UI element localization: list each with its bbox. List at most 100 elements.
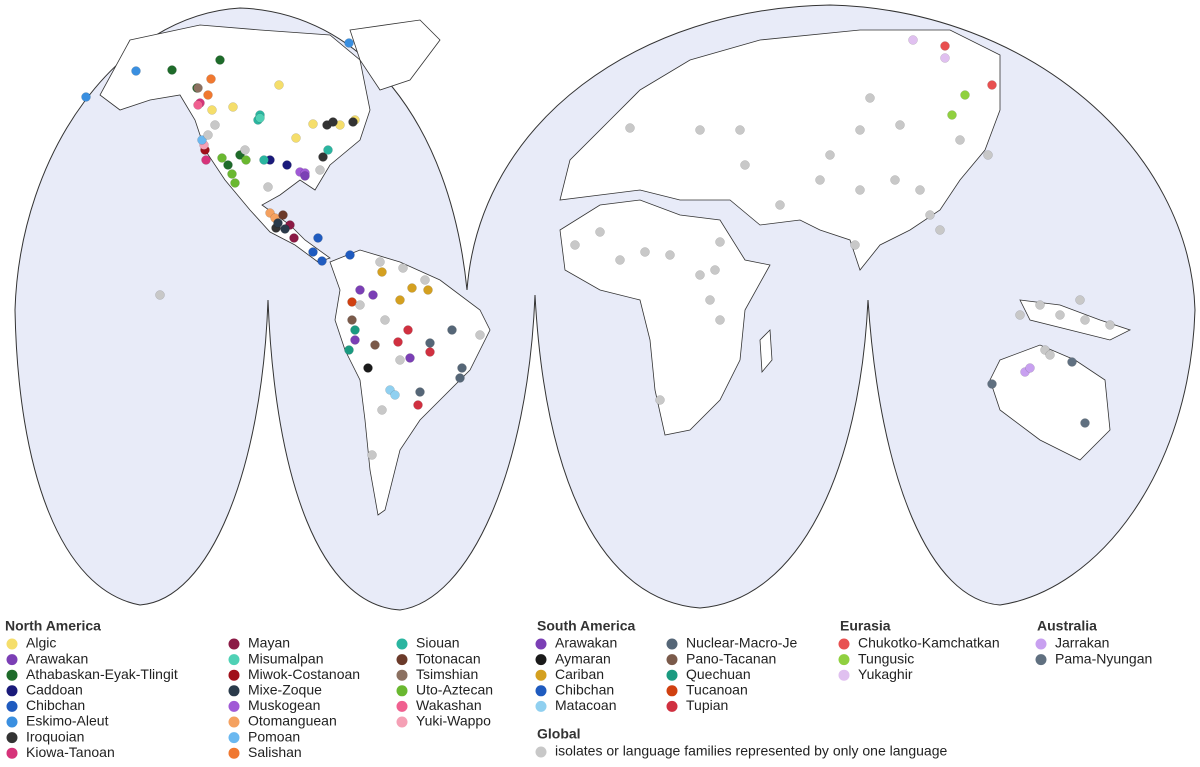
language-point <box>1025 363 1035 373</box>
legend-label: Kiowa-Tanoan <box>26 744 115 760</box>
language-point <box>735 125 745 135</box>
language-point <box>570 240 580 250</box>
language-point <box>655 395 665 405</box>
language-point <box>855 185 865 195</box>
legend-swatch <box>6 747 18 759</box>
language-point <box>987 80 997 90</box>
legend-label: Iroquoian <box>26 728 84 744</box>
language-point <box>203 130 213 140</box>
legend-swatch <box>396 685 408 697</box>
language-point <box>1067 357 1077 367</box>
language-point <box>210 120 220 130</box>
legend-swatch <box>535 638 547 650</box>
language-point <box>207 105 217 115</box>
legend-label: Nuclear-Macro-Je <box>686 635 797 651</box>
language-point <box>227 169 237 179</box>
legend-label: Yukaghir <box>858 666 913 682</box>
language-point <box>273 218 283 228</box>
legend-heading: South America <box>537 618 635 634</box>
legend-label: Wakashan <box>416 697 482 713</box>
language-point <box>1045 350 1055 360</box>
legend-swatch <box>666 654 678 666</box>
language-point <box>348 117 358 127</box>
legend-swatch <box>838 654 850 666</box>
language-point <box>895 120 905 130</box>
legend-swatch <box>396 638 408 650</box>
language-point <box>987 379 997 389</box>
language-point <box>815 175 825 185</box>
legend-label: isolates or language families represente… <box>555 743 947 759</box>
legend-swatch <box>228 669 240 681</box>
language-point <box>240 145 250 155</box>
language-point <box>665 250 675 260</box>
language-point <box>347 297 357 307</box>
language-point <box>865 93 875 103</box>
language-point <box>308 247 318 257</box>
legend: North AmericaAlgicArawakanAthabaskan-Eya… <box>5 618 1152 760</box>
legend-swatch <box>6 700 18 712</box>
legend-swatch <box>6 669 18 681</box>
language-point <box>705 295 715 305</box>
language-point <box>217 153 227 163</box>
language-point <box>323 145 333 155</box>
language-point <box>155 290 165 300</box>
language-point <box>407 283 417 293</box>
legend-swatch <box>1035 638 1047 650</box>
language-point <box>890 175 900 185</box>
legend-label: Mixe-Zoque <box>248 682 322 698</box>
legend-swatch <box>535 700 547 712</box>
legend-swatch <box>396 669 408 681</box>
language-point <box>241 155 251 165</box>
legend-swatch <box>396 700 408 712</box>
legend-label: Pano-Tacanan <box>686 650 776 666</box>
language-point <box>475 330 485 340</box>
legend-swatch <box>228 716 240 728</box>
language-point <box>625 123 635 133</box>
language-point <box>1080 418 1090 428</box>
language-point <box>1055 310 1065 320</box>
legend-label: Pama-Nyungan <box>1055 650 1152 666</box>
language-point <box>282 160 292 170</box>
language-point <box>415 387 425 397</box>
language-point <box>228 102 238 112</box>
language-point <box>193 83 203 93</box>
legend-label: Eskimo-Aleut <box>26 713 109 729</box>
legend-swatch <box>535 654 547 666</box>
legend-label: Chibchan <box>26 697 85 713</box>
legend-label: Muskogean <box>248 697 320 713</box>
language-point <box>350 335 360 345</box>
language-point <box>1105 320 1115 330</box>
language-point <box>223 160 233 170</box>
language-point <box>695 270 705 280</box>
language-point <box>274 80 284 90</box>
language-point <box>413 400 423 410</box>
language-point <box>197 135 207 145</box>
language-point <box>403 325 413 335</box>
legend-label: Arawakan <box>26 650 88 666</box>
language-point <box>350 325 360 335</box>
legend-label: Pomoan <box>248 728 300 744</box>
legend-heading: Global <box>537 726 581 742</box>
language-point <box>915 185 925 195</box>
legend-swatch <box>535 746 547 758</box>
language-point <box>291 133 301 143</box>
legend-label: Aymaran <box>555 650 611 666</box>
language-point <box>425 338 435 348</box>
legend-swatch <box>1035 654 1047 666</box>
language-point <box>318 152 328 162</box>
language-point <box>380 315 390 325</box>
language-point <box>595 227 605 237</box>
legend-heading: Australia <box>1037 618 1097 634</box>
language-point <box>263 182 273 192</box>
language-point <box>825 150 835 160</box>
language-point <box>405 353 415 363</box>
language-point <box>345 250 355 260</box>
language-point <box>289 233 299 243</box>
language-point <box>278 210 288 220</box>
language-point <box>983 150 993 160</box>
legend-label: Salishan <box>248 744 302 760</box>
language-point <box>715 237 725 247</box>
legend-swatch <box>666 685 678 697</box>
language-point <box>390 390 400 400</box>
